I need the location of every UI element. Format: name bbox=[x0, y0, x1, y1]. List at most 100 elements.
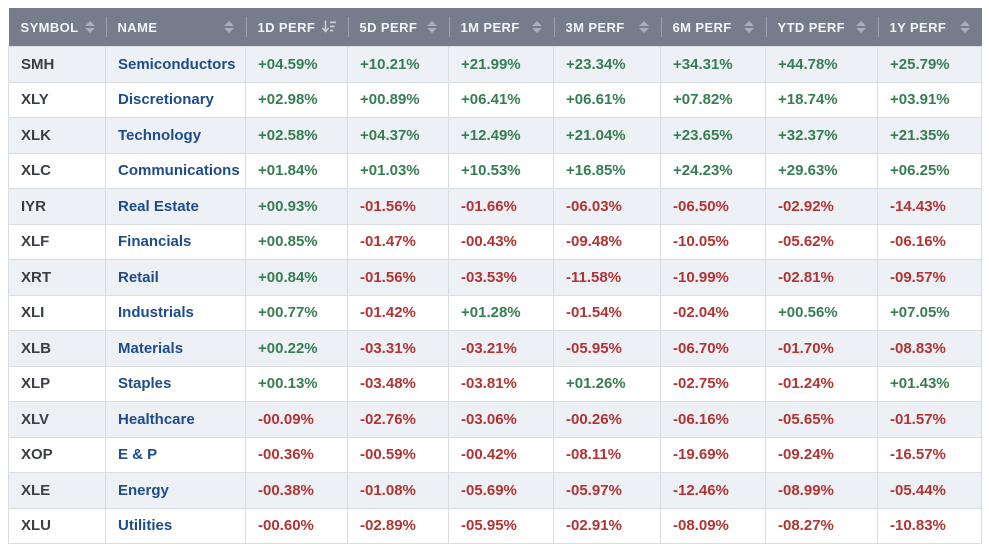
sort-descending-icon bbox=[321, 20, 337, 34]
sort-toggle-icon bbox=[743, 21, 754, 33]
table-row: XLP Staples +00.13% -03.48% -03.81% +01.26% -0… bbox=[8, 365, 982, 402]
perf-cell: +00.89% bbox=[347, 81, 449, 118]
sort-toggle-icon bbox=[531, 21, 542, 33]
sector-link[interactable]: Staples bbox=[118, 375, 172, 393]
symbol-cell: XLY bbox=[8, 81, 106, 118]
perf-cell: -03.53% bbox=[448, 259, 554, 296]
perf-cell: +44.78% bbox=[765, 46, 878, 83]
table-row: XLY Discretionary +02.98% +00.89% +06.41% +06… bbox=[8, 81, 982, 118]
perf-cell: +21.04% bbox=[553, 117, 661, 154]
perf-cell: +03.91% bbox=[877, 81, 982, 118]
perf-cell: +00.85% bbox=[245, 223, 348, 260]
sort-toggle-icon bbox=[84, 21, 95, 33]
sector-link[interactable]: Retail bbox=[118, 268, 159, 286]
table-row: XLC Communications +01.84% +01.03% +10.53% +1… bbox=[8, 152, 982, 189]
column-header-1m[interactable]: 1M PERF bbox=[448, 8, 554, 47]
perf-cell: +25.79% bbox=[877, 46, 982, 83]
perf-cell: +00.13% bbox=[245, 365, 348, 402]
symbol-cell: SMH bbox=[8, 46, 106, 83]
sector-link[interactable]: Industrials bbox=[118, 304, 194, 322]
perf-cell: -03.21% bbox=[448, 330, 554, 367]
perf-cell: -02.81% bbox=[765, 259, 878, 296]
column-header-label: 3M PERF bbox=[565, 19, 625, 35]
perf-cell: +04.59% bbox=[245, 46, 348, 83]
column-header-label: 1D PERF bbox=[257, 19, 316, 35]
column-header-inner: 3M PERF bbox=[566, 20, 649, 35]
perf-cell: -10.83% bbox=[877, 507, 982, 544]
perf-cell: +23.34% bbox=[553, 46, 661, 83]
perf-cell: +21.35% bbox=[877, 117, 982, 154]
column-header-inner: 1M PERF bbox=[461, 20, 542, 35]
sector-link[interactable]: Energy bbox=[118, 481, 169, 499]
name-cell: Healthcare bbox=[105, 401, 246, 438]
symbol-cell: XLC bbox=[8, 152, 106, 189]
column-header-3m[interactable]: 3M PERF bbox=[553, 8, 661, 47]
name-cell: Retail bbox=[105, 259, 246, 296]
perf-cell: +06.61% bbox=[553, 81, 661, 118]
table-row: XOP E & P -00.36% -00.59% -00.42% -08.11% -19.… bbox=[8, 436, 982, 473]
perf-cell: +01.84% bbox=[245, 152, 348, 189]
perf-cell: +29.63% bbox=[765, 152, 878, 189]
column-header-5d[interactable]: 5D PERF bbox=[347, 8, 449, 47]
perf-cell: -01.56% bbox=[347, 188, 449, 225]
perf-cell: -11.58% bbox=[553, 259, 661, 296]
column-header-label: 1M PERF bbox=[460, 19, 520, 35]
sector-link[interactable]: Semiconductors bbox=[118, 55, 236, 73]
perf-cell: +34.31% bbox=[660, 46, 766, 83]
perf-cell: +10.21% bbox=[347, 46, 449, 83]
name-cell: Energy bbox=[105, 472, 246, 509]
perf-cell: -05.95% bbox=[553, 330, 661, 367]
perf-cell: -05.44% bbox=[877, 472, 982, 509]
column-header-label: 6M PERF bbox=[672, 19, 732, 35]
table-row: SMH Semiconductors +04.59% +10.21% +21.99% +2… bbox=[8, 46, 982, 83]
perf-cell: +00.77% bbox=[245, 294, 348, 331]
sector-link[interactable]: Utilities bbox=[118, 517, 173, 535]
name-cell: Staples bbox=[105, 365, 246, 402]
column-header-ytd[interactable]: YTD PERF bbox=[765, 8, 878, 47]
perf-cell: -00.60% bbox=[245, 507, 348, 544]
symbol-cell: XLV bbox=[8, 401, 106, 438]
column-header-inner: NAME bbox=[118, 20, 234, 35]
symbol-cell: XLU bbox=[8, 507, 106, 544]
perf-cell: -08.83% bbox=[877, 330, 982, 367]
column-header-symbol[interactable]: SYMBOL bbox=[8, 8, 106, 47]
sector-link[interactable]: Technology bbox=[118, 126, 202, 144]
perf-cell: +06.41% bbox=[448, 81, 554, 118]
table-row: XRT Retail +00.84% -01.56% -03.53% -11.58% -10… bbox=[8, 259, 982, 296]
perf-cell: -01.08% bbox=[347, 472, 449, 509]
perf-cell: -00.36% bbox=[245, 436, 348, 473]
name-cell: Materials bbox=[105, 330, 246, 367]
perf-cell: +00.84% bbox=[245, 259, 348, 296]
column-header-inner: 1D PERF bbox=[257, 19, 337, 35]
column-header-label: YTD PERF bbox=[777, 19, 845, 35]
perf-cell: +02.98% bbox=[245, 81, 348, 118]
sector-link[interactable]: Financials bbox=[118, 233, 192, 251]
table-row: XLU Utilities -00.60% -02.89% -05.95% -02.91%… bbox=[8, 507, 982, 544]
perf-cell: -06.03% bbox=[553, 188, 661, 225]
sector-link[interactable]: Materials bbox=[118, 339, 184, 357]
perf-cell: -00.59% bbox=[347, 436, 449, 473]
perf-cell: -03.48% bbox=[347, 365, 449, 402]
column-header-6m[interactable]: 6M PERF bbox=[660, 8, 766, 47]
sector-performance-table: SYMBOL NAME 1D PERF 5D PERF 1M PERF 3M PERF 6M… bbox=[8, 8, 982, 544]
sector-link[interactable]: E & P bbox=[118, 446, 158, 464]
perf-cell: -02.04% bbox=[660, 294, 766, 331]
column-header-1d[interactable]: 1D PERF bbox=[245, 8, 348, 47]
perf-cell: -00.26% bbox=[553, 401, 661, 438]
perf-cell: -06.16% bbox=[877, 223, 982, 260]
perf-cell: -08.27% bbox=[765, 507, 878, 544]
sector-link[interactable]: Real Estate bbox=[118, 197, 199, 215]
symbol-cell: IYR bbox=[8, 188, 106, 225]
sector-link[interactable]: Healthcare bbox=[118, 410, 195, 428]
column-header-1y[interactable]: 1Y PERF bbox=[877, 8, 982, 47]
header-row: SYMBOL NAME 1D PERF 5D PERF 1M PERF 3M PERF 6M… bbox=[8, 8, 982, 47]
sector-link[interactable]: Discretionary bbox=[118, 91, 214, 109]
sort-toggle-icon bbox=[223, 21, 234, 33]
column-header-name[interactable]: NAME bbox=[105, 8, 246, 47]
column-header-inner: 5D PERF bbox=[360, 20, 437, 35]
perf-cell: -12.46% bbox=[660, 472, 766, 509]
sector-link[interactable]: Communications bbox=[118, 162, 240, 180]
perf-cell: -05.95% bbox=[448, 507, 554, 544]
perf-cell: +12.49% bbox=[448, 117, 554, 154]
sort-toggle-icon bbox=[638, 21, 649, 33]
